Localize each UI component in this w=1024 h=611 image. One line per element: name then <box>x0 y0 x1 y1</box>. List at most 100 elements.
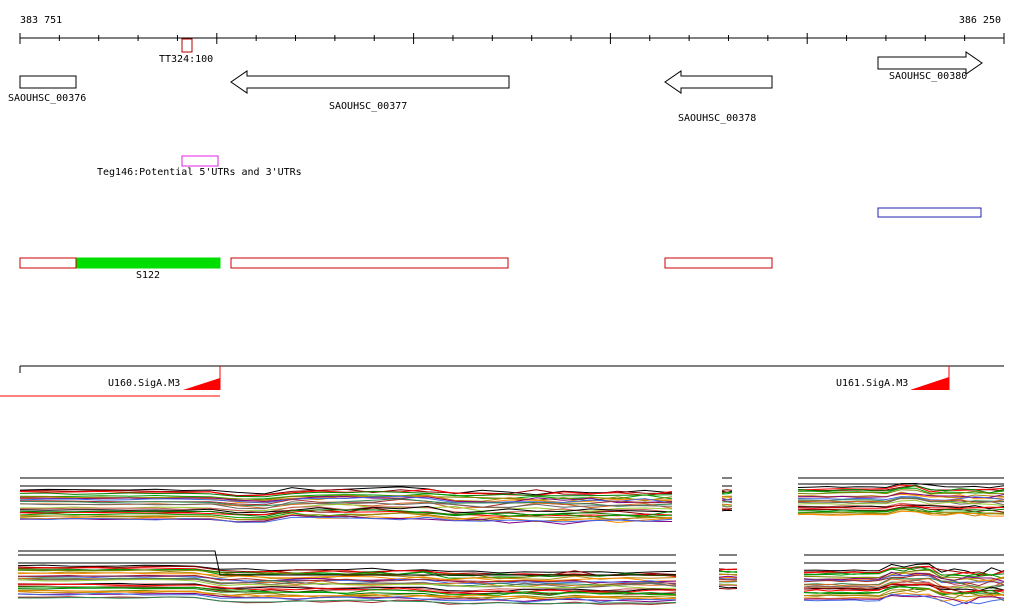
expression-line <box>721 508 733 511</box>
expression-line <box>718 576 738 579</box>
gene-label: SAOUHSC_00378 <box>678 113 756 124</box>
expression-line <box>803 566 1005 579</box>
expression-line <box>797 496 1005 501</box>
expression-line <box>19 516 673 523</box>
expression-line <box>797 482 1005 489</box>
expression-line <box>19 512 673 519</box>
expression-line <box>721 504 733 507</box>
expression-line <box>721 503 733 506</box>
terminator-box[interactable] <box>181 38 193 53</box>
expression-line <box>718 586 738 589</box>
expression-line <box>803 577 1005 589</box>
expression-line <box>19 509 673 518</box>
expression-line <box>803 593 1005 607</box>
expression-line <box>17 590 677 600</box>
expression-line <box>804 574 1005 584</box>
expression-line <box>803 592 1005 603</box>
expression-line <box>19 493 673 500</box>
expression-line <box>721 492 733 495</box>
gene-saouhsc-00377[interactable]: SAOUHSC_00377 <box>230 70 510 112</box>
expression-line <box>19 490 673 498</box>
expression-line <box>17 586 677 596</box>
segment-box[interactable] <box>664 257 773 269</box>
gene-saouhsc-00378[interactable]: SAOUHSC_00378 <box>664 70 773 124</box>
expression-line <box>797 510 1005 517</box>
expression-line <box>803 588 1005 598</box>
expression-line <box>721 505 733 508</box>
expression-line <box>19 495 673 504</box>
expression-line <box>721 491 733 494</box>
utr-label: Teg146:Potential 5'UTRs and 3'UTRs <box>97 167 302 178</box>
expression-line <box>797 504 1005 509</box>
expression-line <box>718 587 738 590</box>
segment-box[interactable] <box>230 257 509 269</box>
expression-line <box>19 509 673 518</box>
gene-label: SAOUHSC_00380 <box>889 71 967 82</box>
expression-line <box>803 594 1005 605</box>
expression-line <box>798 487 1005 494</box>
terminator-label: TT324:100 <box>159 54 213 65</box>
gene-arrow-right <box>877 51 983 75</box>
expression-line <box>718 573 738 576</box>
expression-line <box>803 573 1005 587</box>
expression-line <box>718 578 738 581</box>
expression-line <box>718 568 738 571</box>
expression-line <box>797 502 1005 510</box>
promoter-triangle[interactable] <box>183 378 220 390</box>
expression-line <box>718 575 738 578</box>
expression-line <box>17 565 677 577</box>
expression-line <box>18 550 676 576</box>
expression-line <box>19 496 673 504</box>
expression-line <box>17 578 677 589</box>
gene-saouhsc-00376[interactable]: SAOUHSC_00376 <box>8 75 86 104</box>
promoter-triangle[interactable] <box>910 377 949 390</box>
expression-line <box>718 570 738 573</box>
expression-line <box>803 569 1005 582</box>
segment-label: S122 <box>136 270 160 281</box>
promoter-label: U160.SigA.M3 <box>108 378 180 389</box>
expression-line <box>797 506 1005 513</box>
expression-line <box>18 596 677 606</box>
segment-box[interactable] <box>19 257 77 269</box>
expression-line <box>721 489 733 491</box>
expression-line <box>17 579 677 590</box>
expression-line <box>803 572 1005 583</box>
gene-box <box>19 75 77 89</box>
gene-label: SAOUHSC_00376 <box>8 93 86 104</box>
segment-s122-box[interactable] <box>76 257 221 269</box>
expression-line <box>19 512 673 521</box>
expression-line <box>20 501 673 509</box>
expression-line <box>18 583 677 594</box>
utr-box[interactable] <box>181 155 219 167</box>
expression-line <box>18 582 677 593</box>
expression-line <box>718 583 738 586</box>
expression-line <box>803 583 1005 594</box>
gene-label: SAOUHSC_00377 <box>329 101 407 112</box>
gene-arrow-left <box>664 70 773 94</box>
blue-feature-box[interactable] <box>877 207 982 218</box>
expression-line <box>17 574 677 586</box>
expression-line <box>803 588 1005 602</box>
start-coordinate: 383 751 <box>20 15 62 26</box>
expression-track-lower <box>17 550 1005 607</box>
expression-line <box>19 488 673 497</box>
gene-saouhsc-00380[interactable]: SAOUHSC_00380 <box>877 51 983 82</box>
expression-line <box>19 505 673 514</box>
expression-line <box>17 567 677 578</box>
expression-line <box>17 593 677 603</box>
expression-line <box>721 501 733 504</box>
expression-line <box>718 580 738 583</box>
expression-track-upper <box>19 477 1005 525</box>
expression-line <box>18 596 677 605</box>
expression-line <box>721 496 733 498</box>
gene-arrow-left <box>230 70 510 94</box>
expression-line <box>797 489 1004 495</box>
promoter-label: U161.SigA.M3 <box>836 378 908 389</box>
expression-line <box>797 499 1005 506</box>
expression-line <box>803 583 1005 595</box>
expression-line <box>803 565 1005 576</box>
expression-line <box>803 580 1005 593</box>
expression-line <box>17 572 677 582</box>
expression-line <box>803 567 1005 579</box>
coordinate-ruler <box>19 33 1005 44</box>
